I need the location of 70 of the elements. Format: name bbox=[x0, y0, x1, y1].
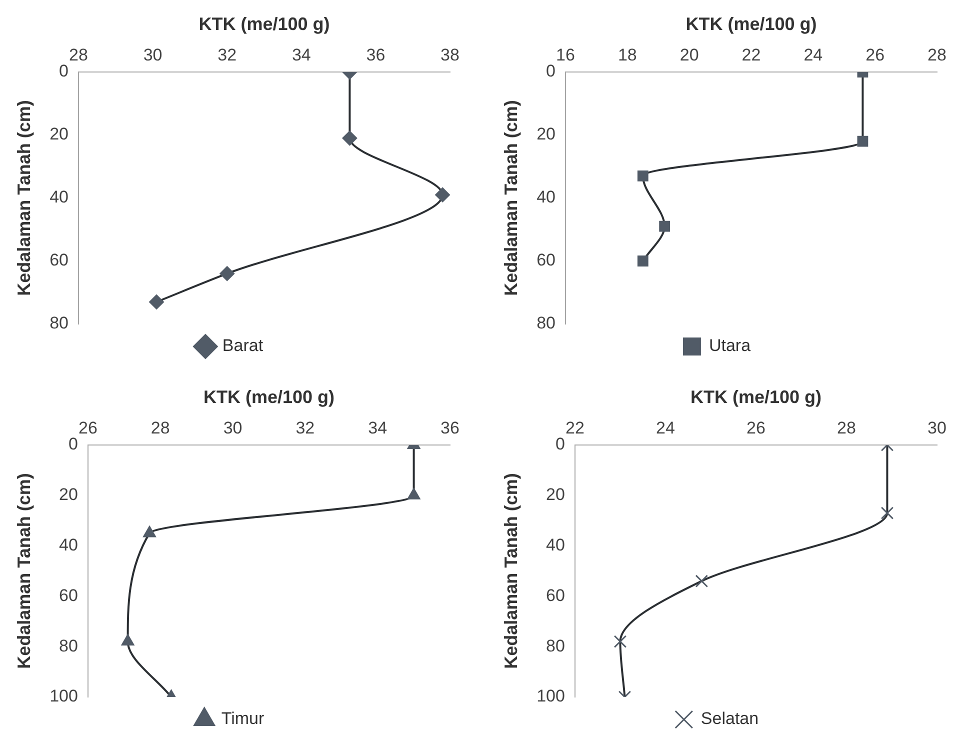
y-axis-title: Kedalaman Tanah (cm) bbox=[14, 100, 34, 296]
legend-label: Timur bbox=[221, 709, 264, 728]
x-axis-title: KTK (me/100 g) bbox=[198, 14, 330, 34]
y-tick-label: 80 bbox=[50, 314, 69, 333]
y-tick-label: 60 bbox=[536, 250, 556, 270]
x-tick-label: 34 bbox=[368, 418, 388, 438]
x-tick-label: 32 bbox=[218, 45, 237, 64]
x-tick-label: 34 bbox=[292, 45, 311, 64]
y-axis-title: Kedalaman Tanah (cm) bbox=[500, 100, 521, 296]
x-tick-label: 30 bbox=[928, 418, 946, 438]
y-tick-label: 40 bbox=[546, 535, 565, 554]
y-tick-label: 60 bbox=[59, 586, 78, 605]
point bbox=[637, 170, 648, 182]
y-tick-label: 80 bbox=[546, 636, 565, 656]
x-tick-label: 24 bbox=[804, 45, 823, 64]
y-tick-label: 80 bbox=[59, 636, 78, 656]
x-axis-title: KTK (me/100 g) bbox=[690, 386, 822, 407]
point bbox=[407, 488, 420, 500]
x-tick-label: 30 bbox=[223, 418, 242, 438]
point bbox=[857, 136, 868, 147]
x-tick-label: 36 bbox=[440, 418, 460, 438]
x-tick-label: 36 bbox=[366, 45, 386, 64]
y-tick-label: 20 bbox=[536, 124, 556, 144]
point bbox=[149, 294, 164, 310]
y-tick-label: 100 bbox=[50, 686, 78, 706]
y-tick-label: 40 bbox=[59, 535, 78, 554]
y-tick-label: 0 bbox=[546, 62, 556, 81]
y-tick-label: 40 bbox=[536, 188, 556, 207]
legend-label: Barat bbox=[222, 336, 264, 356]
x-tick-label: 26 bbox=[866, 45, 885, 64]
y-tick-label: 0 bbox=[59, 62, 69, 81]
x-tick-label: 28 bbox=[150, 418, 170, 438]
x-tick-label: 30 bbox=[143, 45, 162, 64]
x-tick-label: 28 bbox=[837, 418, 856, 438]
x-tick-label: 16 bbox=[556, 45, 575, 64]
y-tick-label: 80 bbox=[536, 314, 556, 333]
x-tick-label: 20 bbox=[680, 45, 699, 64]
x-axis-title: KTK (me/100 g) bbox=[203, 386, 334, 407]
y-tick-label: 20 bbox=[50, 124, 69, 144]
legend-label: Selatan bbox=[700, 709, 759, 728]
y-tick-label: 100 bbox=[536, 686, 565, 706]
point bbox=[121, 634, 134, 646]
x-tick-label: 24 bbox=[656, 418, 675, 438]
y-tick-label: 60 bbox=[50, 250, 69, 270]
x-tick-label: 38 bbox=[440, 45, 460, 64]
point bbox=[695, 574, 708, 588]
point bbox=[435, 187, 450, 202]
x-tick-label: 28 bbox=[928, 45, 946, 64]
y-tick-label: 0 bbox=[555, 434, 565, 454]
y-tick-label: 40 bbox=[50, 188, 69, 207]
y-axis-title: Kedalaman Tanah (cm) bbox=[500, 473, 521, 669]
legend-label: Utara bbox=[708, 336, 752, 356]
y-tick-label: 20 bbox=[59, 485, 78, 504]
x-tick-label: 26 bbox=[78, 418, 98, 438]
point bbox=[342, 130, 358, 146]
y-tick-label: 20 bbox=[546, 485, 565, 504]
point bbox=[142, 526, 156, 538]
x-tick-label: 26 bbox=[746, 418, 766, 438]
x-tick-label: 28 bbox=[69, 45, 88, 64]
point bbox=[637, 256, 648, 266]
x-tick-label: 18 bbox=[618, 45, 637, 64]
x-tick-label: 22 bbox=[566, 418, 584, 438]
x-tick-label: 22 bbox=[742, 45, 761, 64]
point bbox=[659, 220, 670, 232]
y-tick-label: 60 bbox=[546, 586, 565, 605]
x-axis-title: KTK (me/100 g) bbox=[686, 14, 817, 34]
point bbox=[220, 266, 235, 282]
x-tick-label: 32 bbox=[296, 418, 315, 438]
y-axis-title: Kedalaman Tanah (cm) bbox=[14, 473, 34, 669]
y-tick-label: 0 bbox=[68, 434, 78, 454]
